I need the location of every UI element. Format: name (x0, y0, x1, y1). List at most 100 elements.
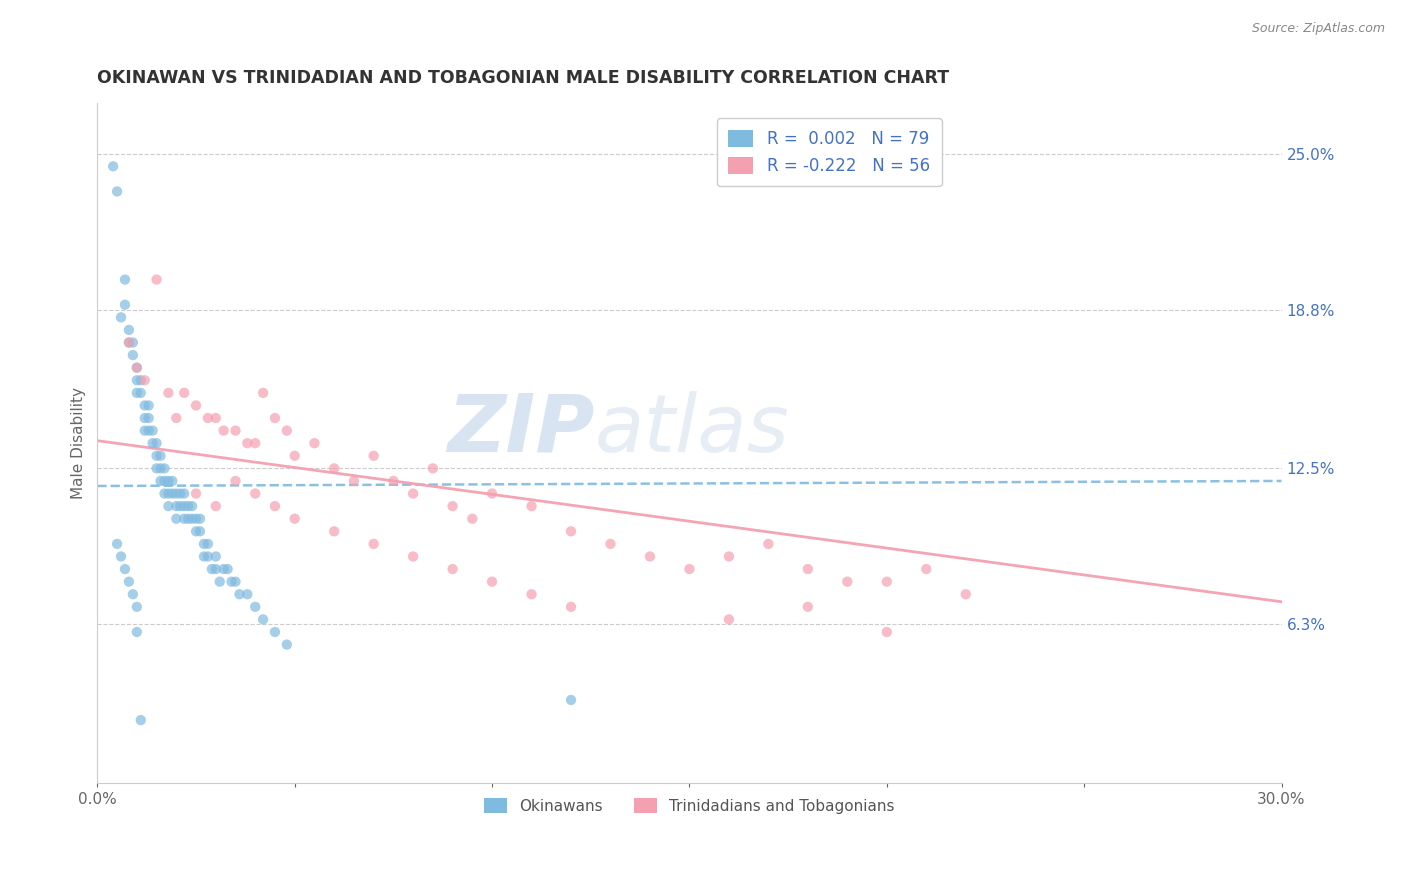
Point (184, 486, 207, 500)
Point (276, 424, 298, 438)
Point (169, 486, 191, 500)
Point (955, 587, 977, 601)
Point (114, 272, 136, 286)
Point (149, 449, 172, 463)
Point (193, 549, 215, 564)
Point (162, 486, 184, 500)
Point (797, 562, 820, 576)
Point (114, 298, 136, 312)
Point (212, 562, 235, 576)
Point (208, 574, 231, 589)
Point (204, 499, 226, 513)
Text: OKINAWAN VS TRINIDADIAN AND TOBAGONIAN MALE DISABILITY CORRELATION CHART: OKINAWAN VS TRINIDADIAN AND TOBAGONIAN M… (97, 69, 949, 87)
Point (145, 436, 167, 450)
Text: ZIP: ZIP (447, 391, 595, 468)
Point (142, 424, 165, 438)
Point (797, 599, 820, 614)
Point (188, 512, 211, 526)
Point (165, 486, 187, 500)
Point (224, 424, 246, 438)
Point (758, 537, 780, 551)
Text: atlas: atlas (595, 391, 789, 468)
Point (441, 562, 464, 576)
Point (876, 574, 898, 589)
Point (101, 159, 124, 173)
Point (129, 713, 152, 727)
Point (138, 424, 160, 438)
Point (204, 411, 226, 425)
Point (560, 524, 582, 539)
Point (125, 625, 148, 640)
Point (118, 335, 141, 350)
Point (118, 574, 141, 589)
Y-axis label: Male Disability: Male Disability (72, 387, 86, 500)
Point (599, 537, 621, 551)
Point (145, 272, 167, 286)
Point (177, 512, 200, 526)
Point (138, 411, 160, 425)
Point (382, 474, 405, 488)
Point (197, 411, 219, 425)
Point (441, 499, 464, 513)
Point (173, 512, 195, 526)
Point (157, 499, 180, 513)
Point (157, 385, 180, 400)
Point (245, 599, 267, 614)
Point (402, 486, 425, 500)
Point (201, 562, 224, 576)
Point (118, 323, 141, 337)
Point (134, 411, 156, 425)
Point (560, 693, 582, 707)
Point (153, 474, 176, 488)
Point (149, 474, 172, 488)
Point (481, 486, 503, 500)
Point (165, 411, 187, 425)
Point (129, 373, 152, 387)
Point (122, 335, 145, 350)
Point (224, 474, 246, 488)
Point (110, 549, 132, 564)
Point (212, 424, 235, 438)
Point (184, 512, 207, 526)
Point (177, 499, 200, 513)
Point (157, 474, 180, 488)
Point (520, 587, 543, 601)
Point (264, 625, 287, 640)
Point (122, 348, 145, 362)
Point (560, 599, 582, 614)
Point (181, 499, 204, 513)
Point (343, 474, 366, 488)
Point (125, 373, 148, 387)
Point (264, 499, 287, 513)
Point (122, 587, 145, 601)
Point (717, 549, 740, 564)
Point (363, 537, 385, 551)
Point (197, 549, 219, 564)
Point (236, 587, 259, 601)
Point (276, 638, 298, 652)
Point (481, 574, 503, 589)
Point (129, 385, 152, 400)
Point (173, 486, 195, 500)
Point (461, 512, 484, 526)
Point (125, 385, 148, 400)
Point (118, 335, 141, 350)
Point (221, 574, 243, 589)
Point (252, 612, 274, 626)
Point (236, 436, 259, 450)
Point (165, 499, 187, 513)
Point (181, 512, 204, 526)
Point (245, 436, 267, 450)
Point (915, 562, 938, 576)
Point (363, 449, 385, 463)
Point (422, 461, 444, 475)
Point (165, 512, 187, 526)
Point (105, 185, 128, 199)
Point (105, 537, 128, 551)
Text: Source: ZipAtlas.com: Source: ZipAtlas.com (1251, 22, 1385, 36)
Point (125, 360, 148, 375)
Point (173, 385, 195, 400)
Point (837, 574, 859, 589)
Point (110, 310, 132, 325)
Point (145, 461, 167, 475)
